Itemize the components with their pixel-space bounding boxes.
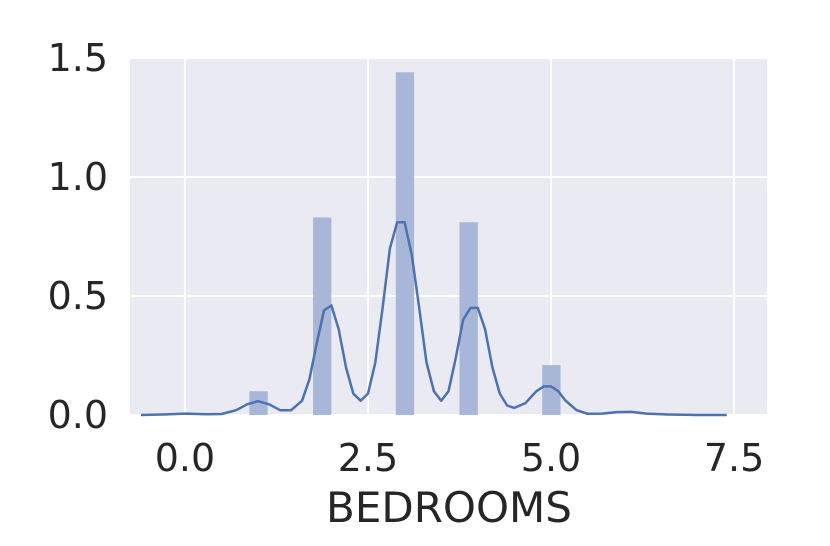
gridlines (130, 57, 767, 416)
bar-4 (542, 365, 561, 415)
x-tick-label-0: 0.0 (155, 436, 215, 480)
x-tick-label-2: 5.0 (521, 436, 581, 480)
plot-background (130, 58, 767, 415)
density-curve (140, 220, 727, 417)
bar-2 (395, 72, 415, 415)
x-tick-label-1: 2.5 (338, 436, 398, 480)
x-tick-labels: 0.0 2.5 5.0 7.5 (155, 436, 765, 480)
y-tick-label-2: 1.0 (48, 155, 108, 199)
bar-3 (459, 222, 478, 415)
x-axis-label: BEDROOMS (326, 483, 572, 532)
y-tick-label-0: 0.0 (48, 393, 108, 437)
x-tick-label-3: 7.5 (704, 436, 764, 480)
y-tick-label-1: 0.5 (48, 274, 108, 318)
bar-0 (249, 391, 268, 415)
y-tick-labels: 0.0 0.5 1.0 1.5 (48, 36, 108, 437)
y-tick-label-3: 1.5 (48, 36, 108, 80)
